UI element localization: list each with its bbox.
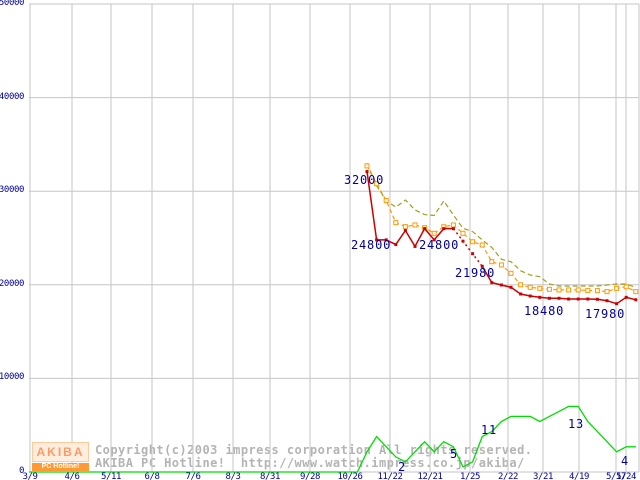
lowest-price-marker	[442, 227, 446, 231]
x-axis-tick-3-9: 3/9	[22, 472, 38, 480]
average-price-marker	[460, 230, 466, 236]
y-axis-tick-0: 0	[18, 466, 24, 476]
average-price-marker	[527, 284, 533, 290]
average-price-marker	[479, 242, 485, 248]
average-price-marker	[623, 284, 629, 290]
lowest-price-marker	[519, 292, 523, 296]
shop-count-label-13: 13	[568, 417, 585, 431]
x-axis-tick-3-21: 3/21	[532, 472, 554, 480]
shop-count-label-5: 5	[450, 447, 459, 461]
average-price-marker	[412, 222, 418, 228]
x-axis-tick-5-24: 5/24	[615, 472, 637, 480]
price-label-24800: 24800	[419, 238, 460, 252]
average-price-marker	[518, 282, 524, 288]
lowest-price-marker	[471, 252, 475, 256]
x-axis-tick-6-8: 6/8	[144, 472, 160, 480]
lowest-price-marker	[615, 302, 619, 306]
lowest-price-marker	[624, 295, 628, 299]
lowest-price-marker	[490, 281, 494, 285]
lowest-price-marker	[480, 264, 484, 268]
average-price-marker	[575, 287, 581, 293]
price-label-17980: 17980	[585, 307, 626, 321]
series-highest-price-line	[366, 162, 636, 288]
shop-count-label-11: 11	[481, 423, 498, 437]
average-price-marker	[364, 163, 370, 169]
price-label-32000: 32000	[344, 173, 385, 187]
average-price-marker	[431, 230, 437, 236]
lowest-price-marker	[528, 294, 532, 298]
x-axis-tick-10-26: 10/26	[337, 472, 363, 480]
lowest-price-marker	[384, 238, 388, 242]
lowest-price-marker	[595, 297, 599, 301]
lowest-price-marker	[451, 227, 455, 231]
average-price-marker	[546, 286, 552, 292]
lowest-price-marker	[394, 243, 398, 247]
logo-akiba-text: AKIBA	[32, 442, 89, 462]
price-label-21980: 21980	[455, 266, 496, 280]
average-price-marker	[585, 287, 591, 293]
x-axis-tick-5-11: 5/11	[100, 472, 122, 480]
lowest-price-marker	[538, 295, 542, 299]
y-axis-tick-10000: 10000	[0, 372, 24, 382]
lowest-price-marker	[413, 244, 417, 248]
average-price-marker	[537, 285, 543, 291]
y-axis-tick-50000: 50000	[0, 0, 24, 8]
series-shop-count-line	[29, 405, 636, 473]
y-axis-tick-40000: 40000	[0, 92, 24, 102]
y-axis-tick-30000: 30000	[0, 185, 24, 195]
average-price-marker	[614, 285, 620, 291]
lowest-price-marker	[509, 285, 513, 289]
shop-count-label-2: 2	[398, 460, 407, 474]
average-price-marker	[556, 287, 562, 293]
x-axis-tick-8-31: 8/31	[259, 472, 281, 480]
x-axis-tick-12-21: 12/21	[417, 472, 443, 480]
x-axis-tick-8-3: 8/3	[225, 472, 241, 480]
x-axis-tick-11-22: 11/22	[377, 472, 403, 480]
average-price-marker	[393, 220, 399, 226]
lowest-price-marker	[567, 297, 571, 301]
average-price-marker	[498, 262, 504, 268]
x-axis-tick-1-25: 1/25	[459, 472, 481, 480]
lowest-price-marker	[576, 297, 580, 301]
lowest-price-marker	[423, 227, 427, 231]
lowest-price-marker	[634, 298, 638, 302]
lowest-price-marker	[557, 296, 561, 300]
average-price-marker	[383, 198, 389, 204]
lowest-price-marker	[499, 283, 503, 287]
price-label-18480: 18480	[524, 304, 565, 318]
average-price-marker	[508, 270, 514, 276]
lowest-price-marker	[365, 170, 369, 174]
x-axis-tick-4-19: 4/19	[568, 472, 590, 480]
average-price-marker	[566, 287, 572, 293]
average-price-marker	[470, 239, 476, 245]
x-axis-tick-4-6: 4/6	[64, 472, 80, 480]
average-price-marker	[594, 288, 600, 294]
logo-pc-hotline-text: PC Hotline!	[32, 463, 89, 471]
x-axis-tick-2-22: 2/22	[497, 472, 519, 480]
average-price-marker	[374, 181, 380, 187]
y-axis-tick-20000: 20000	[0, 279, 24, 289]
akiba-pc-hotline-logo: AKIBA PC Hotline!	[32, 442, 89, 471]
lowest-price-marker	[547, 296, 551, 300]
average-price-marker	[604, 289, 610, 295]
average-price-marker	[450, 222, 456, 228]
average-price-marker	[633, 289, 639, 295]
average-price-marker	[402, 224, 408, 230]
lowest-price-marker	[605, 299, 609, 303]
x-axis-tick-7-6: 7/6	[185, 472, 201, 480]
average-price-marker	[489, 259, 495, 265]
lowest-price-marker	[432, 238, 436, 242]
lowest-price-marker	[375, 238, 379, 242]
price-label-24800: 24800	[351, 238, 392, 252]
x-axis-tick-5-17: 5/17	[605, 472, 627, 480]
lowest-price-marker	[586, 297, 590, 301]
lowest-price-marker	[403, 229, 407, 233]
lowest-price-marker	[461, 239, 465, 243]
series-lowest-price-line	[366, 171, 454, 248]
shop-count-label-4: 4	[621, 454, 630, 468]
x-axis-tick-9-28: 9/28	[299, 472, 321, 480]
